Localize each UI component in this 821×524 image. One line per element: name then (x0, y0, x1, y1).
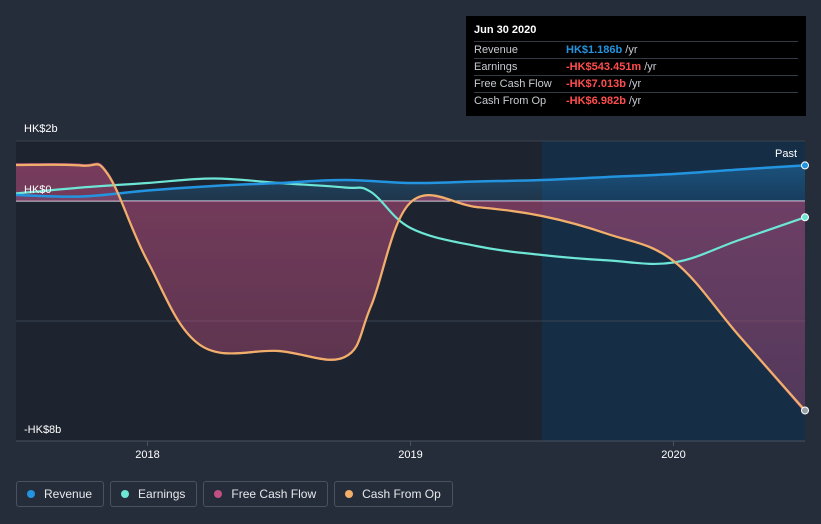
legend-item-free-cash-flow[interactable]: Free Cash Flow (203, 481, 329, 507)
legend-dot-icon (121, 490, 130, 498)
legend-label: Revenue (44, 487, 93, 501)
legend: Revenue Earnings Free Cash Flow Cash Fro… (16, 481, 453, 507)
tooltip-panel: Jun 30 2020 Revenue HK$1.186b /yr Earnin… (466, 16, 806, 116)
y-tick-label: -HK$8b (24, 424, 61, 436)
tooltip-row-free-cash-flow: Free Cash Flow -HK$7.013b /yr (474, 75, 798, 92)
legend-dot-icon (27, 490, 35, 498)
tooltip-value: -HK$6.982b (566, 95, 626, 107)
legend-label: Free Cash Flow (231, 487, 317, 501)
legend-item-earnings[interactable]: Earnings (110, 481, 198, 507)
legend-item-revenue[interactable]: Revenue (16, 481, 105, 507)
tooltip-row-revenue: Revenue HK$1.186b /yr (474, 41, 798, 58)
series-line-cash-from-op (16, 163, 805, 412)
legend-label: Earnings (138, 487, 186, 501)
tooltip-date: Jun 30 2020 (474, 24, 537, 36)
x-tick-label: 2018 (135, 449, 159, 461)
legend-dot-icon (345, 490, 354, 498)
x-tick-label: 2020 (661, 449, 685, 461)
series-line-earnings (16, 177, 805, 265)
past-label: Past (775, 148, 797, 160)
legend-dot-icon (214, 490, 223, 498)
end-marker-revenue (801, 161, 809, 170)
tooltip-unit: /yr (625, 44, 638, 56)
tooltip-value: HK$1.186b (566, 44, 623, 56)
tooltip-unit: /yr (644, 61, 657, 73)
series-line-revenue (16, 164, 805, 198)
legend-item-cash-from-op[interactable]: Cash From Op (334, 481, 453, 507)
area-free-cash-flow (16, 163, 805, 412)
end-marker-cash-from-op (801, 406, 809, 415)
tooltip-value: -HK$7.013b (566, 78, 626, 90)
tooltip-row-earnings: Earnings -HK$543.451m /yr (474, 58, 798, 75)
y-tick-label: HK$0 (24, 184, 52, 196)
tooltip-row-cash-from-op: Cash From Op -HK$6.982b /yr (474, 92, 798, 109)
legend-label: Cash From Op (362, 487, 441, 501)
tooltip-unit: /yr (628, 78, 642, 90)
y-tick-label: HK$2b (24, 123, 58, 135)
end-marker-earnings (801, 213, 809, 222)
tooltip-value: -HK$543.451m (566, 61, 642, 73)
x-tick-label: 2019 (398, 449, 422, 461)
tooltip-unit: /yr (628, 95, 642, 107)
tooltip-label: Free Cash Flow (474, 78, 552, 90)
tooltip-label: Cash From Op (474, 95, 547, 107)
tooltip-label: Earnings (474, 61, 518, 73)
tooltip-label: Revenue (474, 44, 519, 56)
